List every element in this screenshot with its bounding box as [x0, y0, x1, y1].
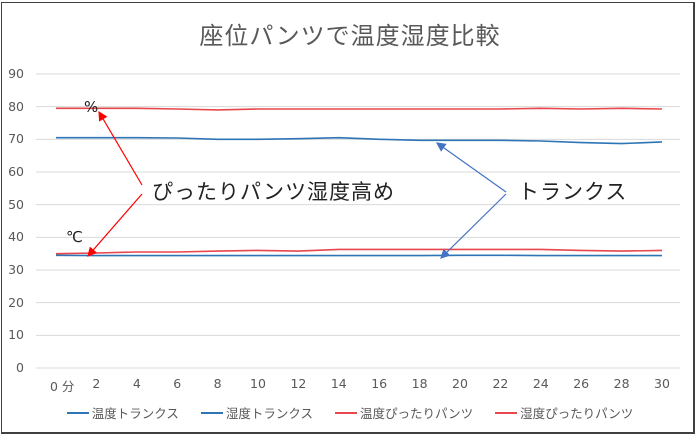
arrow-fit-temperature	[87, 193, 143, 257]
x-tick-label: 8	[213, 376, 222, 391]
y-tick-label: 70	[8, 131, 24, 147]
legend-swatch	[200, 411, 223, 414]
arrow-trunks-temperature	[440, 193, 507, 259]
x-tick-label: 28	[613, 376, 630, 391]
x-tick-label: 24	[532, 376, 549, 391]
annotation-trunks: トランクス	[518, 180, 628, 204]
legend-item: 温度ぴったりパンツ	[335, 403, 473, 422]
x-tick-label: 18	[411, 376, 428, 391]
y-tick-label: 90	[8, 66, 24, 81]
y-tick-label: 30	[8, 262, 24, 277]
x-tick-label: 16	[371, 376, 388, 391]
x-tick-label: 12	[290, 376, 307, 391]
annotation-fit-pants: ぴったりパンツ湿度高め	[152, 180, 396, 204]
y-tick-label: 50	[8, 196, 24, 212]
series-line-1	[56, 136, 663, 145]
x-tick-label: 6	[173, 376, 182, 391]
x-tick-label: 30	[654, 376, 670, 391]
legend-label: 温度ぴったりパンツ	[360, 406, 474, 421]
legend-label: 温度トランクス	[91, 406, 179, 421]
legend-item: 湿度トランクス	[200, 403, 313, 422]
legend-swatch	[66, 411, 89, 414]
chart-title: 座位パンツで温度湿度比較	[199, 22, 501, 50]
x-tick-label: 2	[92, 376, 101, 391]
legend-swatch	[495, 411, 518, 414]
x-tick-label: 0 分	[50, 379, 75, 394]
legend-swatch	[335, 411, 357, 414]
y-tick-label: 60	[8, 164, 24, 179]
y-tick-label: 20	[8, 294, 24, 310]
legend-item: 温度トランクス	[66, 403, 179, 422]
y-tick-label: 80	[8, 98, 24, 114]
unit-celsius-label: ℃	[66, 228, 83, 246]
x-tick-label: 14	[330, 376, 347, 391]
x-tick-label: 26	[573, 376, 590, 391]
series-line-2	[55, 248, 663, 255]
arrow-fit-humidity	[98, 110, 143, 186]
y-tick-label: 0	[16, 360, 24, 375]
unit-percent-label: %	[84, 98, 99, 116]
legend-label: 湿度ぴったりパンツ	[520, 406, 634, 421]
y-tick-label: 40	[8, 229, 24, 245]
x-tick-label: 4	[132, 376, 141, 391]
x-tick-label: 22	[492, 376, 509, 391]
y-tick-label: 10	[8, 327, 24, 343]
chart-legend: 温度トランクス 湿度トランクス 温度ぴったりパンツ 湿度ぴったりパンツ	[0, 403, 700, 422]
x-tick-label: 10	[250, 376, 266, 391]
x-tick-label: 20	[452, 376, 468, 391]
arrow-trunks-humidity	[436, 142, 507, 193]
legend-item: 湿度ぴったりパンツ	[495, 403, 633, 422]
series-line-3	[56, 107, 663, 111]
legend-label: 湿度トランクス	[225, 406, 313, 421]
